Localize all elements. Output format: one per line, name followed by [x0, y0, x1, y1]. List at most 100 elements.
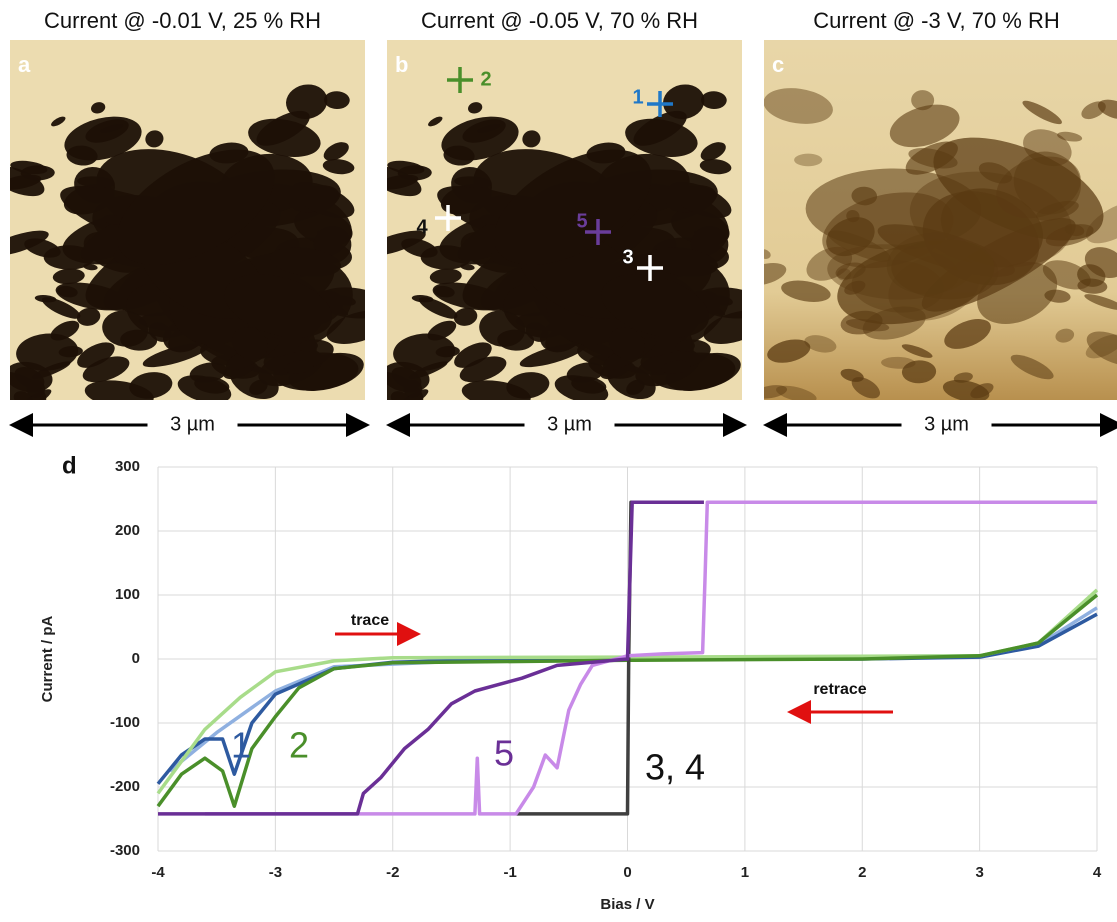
probe-label: 3 — [622, 246, 633, 268]
blob — [102, 310, 149, 347]
blob — [1057, 131, 1083, 142]
blob — [249, 379, 268, 395]
blob — [84, 380, 154, 400]
blob — [322, 159, 355, 175]
blob — [22, 389, 52, 400]
blob — [1055, 328, 1075, 343]
panel-title: Current @ -3 V, 70 % RH — [813, 8, 1060, 33]
blob — [459, 356, 507, 383]
x-tick-label: 3 — [975, 864, 983, 881]
blob — [77, 176, 115, 188]
x-tick-label: 2 — [858, 864, 866, 881]
blob — [399, 389, 429, 400]
blob — [52, 268, 85, 285]
blob — [10, 230, 49, 257]
scale-label: 3 µm — [924, 413, 969, 435]
blob — [1085, 334, 1117, 359]
blob — [1022, 100, 1062, 125]
blob — [764, 249, 771, 259]
blob — [911, 90, 935, 111]
y-tick-label: 0 — [132, 650, 140, 667]
blob — [699, 159, 732, 175]
annotation: trace — [351, 612, 389, 629]
y-tick-label: -100 — [110, 714, 140, 731]
blob — [901, 360, 937, 384]
blob — [248, 118, 321, 157]
blob — [663, 84, 705, 120]
blob — [1097, 99, 1117, 120]
blob — [418, 297, 458, 319]
blob — [224, 274, 333, 338]
blob — [468, 102, 483, 114]
blob — [519, 342, 586, 368]
blob — [571, 376, 607, 394]
panel-title: Current @ -0.05 V, 70 % RH — [421, 8, 698, 33]
blob — [429, 268, 462, 285]
blob — [609, 327, 645, 360]
blob — [50, 320, 80, 341]
blob — [480, 214, 500, 225]
blob — [764, 262, 787, 286]
series-label: 3, 4 — [645, 747, 705, 788]
blob — [477, 124, 501, 133]
afm-image — [764, 40, 1117, 400]
blob — [1085, 201, 1117, 244]
blob — [91, 102, 106, 114]
probe-marker — [435, 205, 461, 231]
probe-label: 1 — [632, 86, 643, 108]
blob — [433, 285, 455, 298]
blob — [286, 84, 328, 120]
blob — [454, 176, 492, 188]
y-tick-label: -300 — [110, 842, 140, 859]
blob — [387, 230, 426, 257]
blob — [100, 124, 124, 133]
blob — [454, 342, 492, 368]
scale-label: 3 µm — [170, 413, 215, 435]
blob — [944, 319, 991, 349]
series-label: 2 — [289, 725, 309, 766]
blob — [26, 380, 46, 398]
blob — [953, 372, 973, 383]
blob — [324, 91, 350, 110]
blob — [804, 335, 837, 353]
blob — [625, 118, 698, 157]
y-tick-label: 200 — [115, 522, 140, 539]
panel-label: c — [772, 52, 784, 77]
blob — [435, 346, 460, 358]
annotation: retrace — [813, 681, 866, 698]
blob — [901, 344, 933, 358]
blob — [840, 368, 864, 382]
blob — [764, 385, 788, 399]
blob — [661, 360, 691, 374]
blob — [66, 145, 98, 166]
blob — [284, 360, 314, 374]
blob — [862, 306, 926, 340]
blob — [117, 149, 275, 265]
blob — [794, 153, 823, 167]
x-axis-title: Bias / V — [600, 896, 654, 913]
blob — [700, 142, 726, 161]
blob — [851, 377, 881, 399]
blob — [767, 339, 811, 363]
blob — [1042, 260, 1091, 290]
blob — [494, 149, 652, 265]
series-label: 1 — [231, 725, 251, 766]
blob — [586, 142, 626, 164]
y-tick-label: 100 — [115, 586, 140, 603]
panel-title: Current @ -0.01 V, 25 % RH — [44, 8, 321, 33]
panel-label: a — [18, 52, 31, 77]
blob — [10, 166, 45, 197]
afm-image — [387, 40, 742, 400]
blob — [387, 166, 422, 197]
blob — [270, 247, 342, 277]
blob — [13, 391, 33, 400]
blob — [826, 217, 875, 257]
blob — [837, 239, 995, 325]
probe-marker — [637, 255, 663, 281]
probe-label: 2 — [480, 68, 491, 90]
data-line — [156, 593, 1099, 808]
blob — [440, 183, 492, 215]
blob — [298, 340, 318, 352]
blob — [58, 346, 83, 358]
y-tick-label: -200 — [110, 778, 140, 795]
